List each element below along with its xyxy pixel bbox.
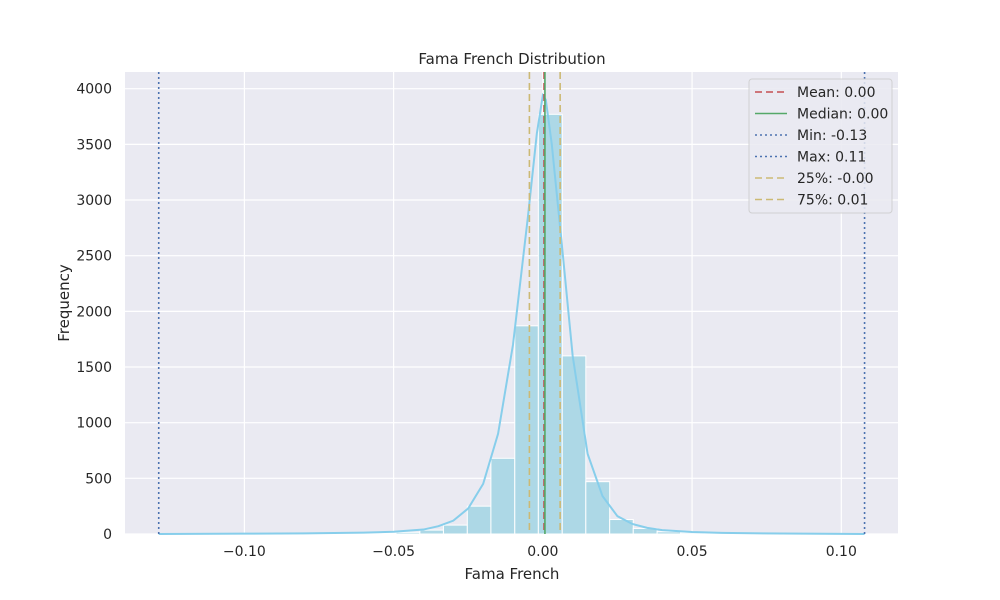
x-axis-ticks: −0.10 −0.05 0.00 0.05 0.10 <box>223 544 857 560</box>
x-tick-label: 0.10 <box>826 544 857 560</box>
legend-label: 25%: -0.00 <box>797 171 874 187</box>
legend-label: Min: -0.13 <box>797 128 867 144</box>
histogram-bar <box>419 529 444 535</box>
legend-label: Max: 0.11 <box>797 150 866 166</box>
histogram-bar <box>656 531 682 535</box>
legend-label: Median: 0.00 <box>797 107 888 123</box>
y-tick-label: 3500 <box>76 137 112 153</box>
y-tick-label: 500 <box>85 471 112 487</box>
histogram-bar <box>514 325 539 535</box>
histogram-bar <box>632 527 658 535</box>
legend-label: Mean: 0.00 <box>797 85 875 101</box>
y-tick-label: 4000 <box>76 82 112 98</box>
histogram-bar <box>609 519 634 535</box>
x-tick-label: 0.05 <box>676 544 707 560</box>
histogram-bar <box>585 481 611 535</box>
y-tick-label: 0 <box>103 527 112 543</box>
legend-box <box>748 78 893 214</box>
histogram-bar <box>490 457 516 535</box>
chart-title: Fama French Distribution <box>418 50 605 68</box>
y-axis-label: Frequency <box>55 264 73 342</box>
y-tick-label: 2500 <box>76 249 112 265</box>
y-axis-ticks: 0 500 1000 1500 2000 2500 3000 3500 4000 <box>76 82 112 543</box>
histogram-bar <box>395 531 421 535</box>
y-tick-label: 3000 <box>76 193 112 209</box>
legend-label: 75%: 0.01 <box>797 193 868 209</box>
histogram-bar <box>466 505 492 535</box>
kde-curve <box>158 92 865 535</box>
y-tick-label: 2000 <box>76 304 112 320</box>
histogram-bar <box>537 113 563 535</box>
x-tick-label: −0.05 <box>372 544 415 560</box>
histogram-bar <box>561 355 587 535</box>
x-axis-label: Fama French <box>465 565 560 583</box>
y-tick-label: 1500 <box>76 360 112 376</box>
x-tick-label: 0.00 <box>527 544 558 560</box>
legend: Mean: 0.00 Median: 0.00 Min: -0.13 Max: 0.1… <box>748 78 893 214</box>
histogram-bar <box>442 524 468 535</box>
y-tick-label: 1000 <box>76 416 112 432</box>
x-tick-label: −0.10 <box>223 544 266 560</box>
